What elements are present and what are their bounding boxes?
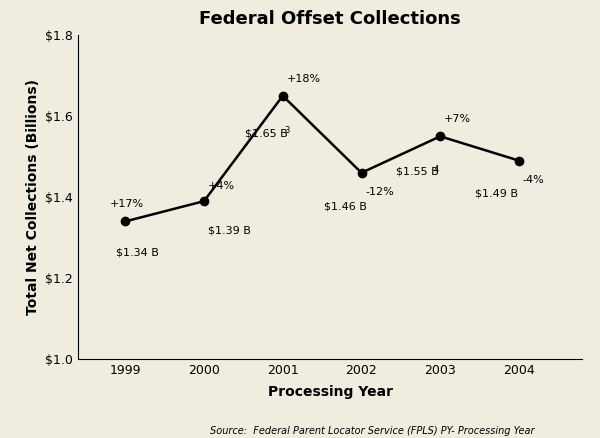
Text: Source:  Federal Parent Locator Service (FPLS) PY- Processing Year: Source: Federal Parent Locator Service (… — [210, 426, 534, 436]
Y-axis label: Total Net Collections (Billions): Total Net Collections (Billions) — [26, 79, 40, 315]
Text: $1.46 B: $1.46 B — [324, 201, 367, 211]
Text: $1.49 B: $1.49 B — [475, 189, 518, 199]
Text: $1.65 B: $1.65 B — [245, 128, 288, 138]
Text: 4: 4 — [434, 165, 439, 174]
Text: 3: 3 — [284, 126, 290, 135]
X-axis label: Processing Year: Processing Year — [268, 385, 392, 399]
Text: $1.39 B: $1.39 B — [208, 226, 251, 236]
Text: -12%: -12% — [365, 187, 394, 197]
Text: $1.55 B: $1.55 B — [396, 167, 439, 177]
Text: +7%: +7% — [444, 114, 472, 124]
Text: +17%: +17% — [110, 199, 143, 209]
Text: -4%: -4% — [523, 175, 545, 185]
Text: +18%: +18% — [287, 74, 321, 84]
Text: +4%: +4% — [208, 181, 235, 191]
Text: $1.34 B: $1.34 B — [116, 248, 158, 258]
Title: Federal Offset Collections: Federal Offset Collections — [199, 10, 461, 28]
